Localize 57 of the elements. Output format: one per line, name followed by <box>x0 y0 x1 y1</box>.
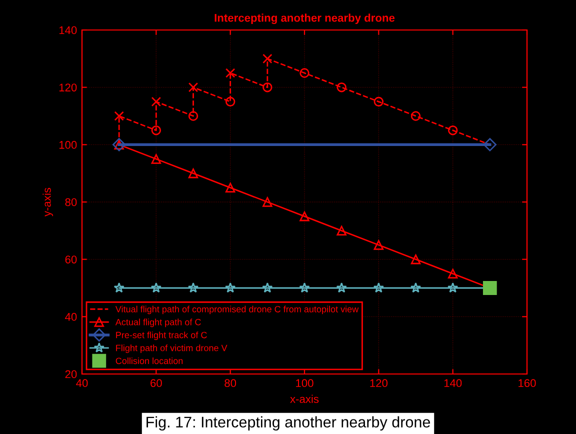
caption: Fig. 17: Intercepting another nearby drone <box>146 416 430 431</box>
point <box>262 282 273 293</box>
point <box>151 96 162 107</box>
point <box>300 211 310 222</box>
point <box>336 282 347 293</box>
point <box>188 111 198 121</box>
point <box>448 125 458 136</box>
y-tick-label: 20 <box>65 370 77 378</box>
point <box>410 254 421 264</box>
point <box>225 68 236 78</box>
point <box>225 282 236 293</box>
chart-title: Intercepting another nearby drone <box>214 14 395 24</box>
point <box>448 282 458 293</box>
legend-label: Actual flight path of C <box>115 318 201 328</box>
x-tick-label: 120 <box>370 379 388 388</box>
legend-label: Flight path of victim drone V <box>116 344 228 353</box>
x-tick-label: 100 <box>296 379 314 388</box>
legend-label: Collision location <box>116 357 183 364</box>
x-tick-label: 40 <box>76 379 88 388</box>
point <box>262 82 272 92</box>
point <box>336 226 346 236</box>
point <box>483 138 497 152</box>
x-tick-label: 160 <box>518 379 536 388</box>
point <box>151 125 162 136</box>
point <box>225 96 236 107</box>
y-tick-label: 80 <box>65 198 77 206</box>
y-axis-title: y-axis <box>42 188 54 216</box>
y-tick-label: 120 <box>59 84 77 92</box>
point <box>188 82 198 92</box>
y-tick-label: 140 <box>59 26 77 34</box>
point <box>373 282 384 293</box>
x-tick-label: 80 <box>224 379 236 388</box>
point <box>410 282 422 293</box>
y-tick-label: 100 <box>59 140 77 149</box>
point <box>448 268 458 279</box>
point <box>150 282 162 293</box>
y-tick-label: 40 <box>65 312 77 321</box>
point <box>225 182 236 193</box>
point <box>262 54 272 64</box>
x-tick-label: 60 <box>150 379 162 388</box>
point <box>188 168 198 178</box>
point <box>300 68 310 78</box>
y-tick-label: 60 <box>65 256 77 264</box>
x-tick-label: 140 <box>444 379 462 388</box>
point <box>114 282 124 293</box>
point <box>374 240 384 250</box>
point <box>188 282 199 293</box>
point <box>299 282 310 293</box>
legend-label: Pre-set flight track of C <box>116 332 207 340</box>
point <box>114 111 124 121</box>
legend-label: Vitual flight path of compromised drone C from autopilot view <box>115 306 359 314</box>
x-axis-title: x-axis <box>290 394 319 403</box>
point <box>374 96 384 107</box>
point <box>336 82 346 92</box>
point <box>262 197 272 207</box>
point <box>151 154 162 164</box>
point <box>410 111 421 121</box>
